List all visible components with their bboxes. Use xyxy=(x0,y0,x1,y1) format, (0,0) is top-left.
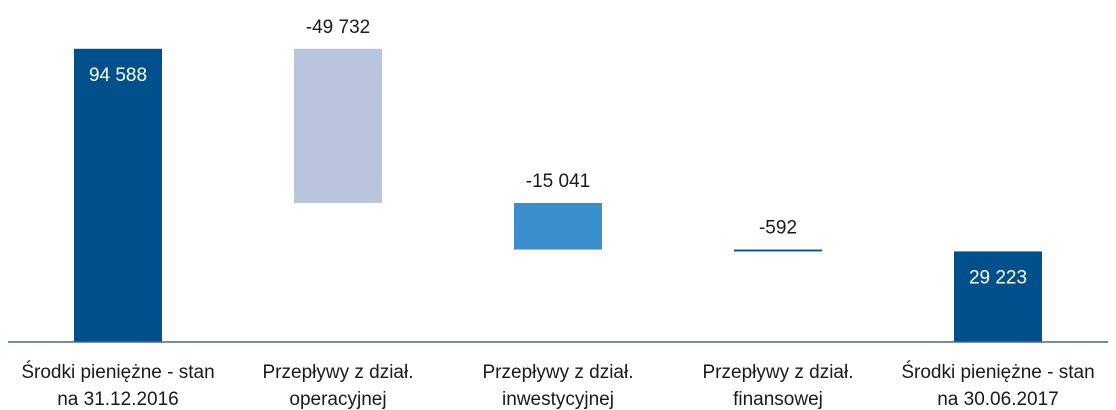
category-label-line: na 31.12.2016 xyxy=(57,389,179,410)
category-label-line: inwestycyjnej xyxy=(502,389,614,410)
bars-layer xyxy=(74,48,1042,342)
value-label-4: -592 xyxy=(759,218,797,239)
bar-5 xyxy=(954,251,1042,342)
bar-3 xyxy=(514,202,602,250)
category-label-line: Przepływy z dział. xyxy=(703,362,854,383)
bar-2 xyxy=(294,48,382,203)
category-label-3: Przepływy z dział. inwestycyjnej xyxy=(483,362,634,410)
bar-1 xyxy=(74,48,162,342)
category-label-line: operacyjnej xyxy=(289,389,386,410)
value-label-1: 94 588 xyxy=(89,65,147,86)
category-label-2: Przepływy z dział. operacyjnej xyxy=(263,362,414,410)
value-label-3: -15 041 xyxy=(526,171,590,192)
category-label-line: Przepływy z dział. xyxy=(263,362,414,383)
category-label-line: finansowej xyxy=(733,389,823,410)
value-labels-layer: 94 588 -49 732 -15 041 -592 29 223 xyxy=(89,17,1027,289)
category-label-5: Środki pieniężne - stan na 30.06.2017 xyxy=(901,361,1094,410)
category-labels-layer: Środki pieniężne - stan na 31.12.2016 Prze… xyxy=(21,361,1094,410)
bar-4 xyxy=(734,249,822,252)
category-label-line: Środki pieniężne - stan xyxy=(901,361,1094,383)
category-label-1: Środki pieniężne - stan na 31.12.2016 xyxy=(21,361,214,410)
category-label-4: Przepływy z dział. finansowej xyxy=(703,362,854,410)
category-label-line: Przepływy z dział. xyxy=(483,362,634,383)
value-label-2: -49 732 xyxy=(306,17,370,38)
category-label-line: Środki pieniężne - stan xyxy=(21,361,214,383)
category-label-line: na 30.06.2017 xyxy=(937,389,1059,410)
value-label-5: 29 223 xyxy=(969,267,1027,288)
